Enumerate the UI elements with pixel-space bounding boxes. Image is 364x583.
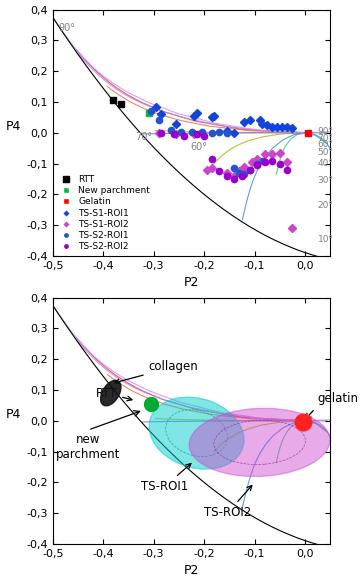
Text: 60°: 60° <box>191 142 207 152</box>
Text: 20°: 20° <box>318 201 333 210</box>
Text: collagen: collagen <box>115 360 198 384</box>
Text: 50°: 50° <box>318 148 334 157</box>
Legend: RTT, New parchment, Gelatin, TS-S1-ROI1, TS-S1-ROI2, TS-S2-ROI1, TS-S2-ROI2: RTT, New parchment, Gelatin, TS-S1-ROI1,… <box>57 175 150 251</box>
Y-axis label: P4: P4 <box>6 120 21 133</box>
Ellipse shape <box>189 408 330 476</box>
Text: TS-ROI1: TS-ROI1 <box>141 463 191 493</box>
X-axis label: P2: P2 <box>184 564 199 577</box>
Text: 90°: 90° <box>318 127 334 136</box>
X-axis label: P2: P2 <box>184 276 199 289</box>
Y-axis label: P4: P4 <box>6 408 21 421</box>
Text: 60°: 60° <box>318 140 334 149</box>
Text: 10°: 10° <box>318 234 334 244</box>
Text: TS-ROI2: TS-ROI2 <box>204 486 252 519</box>
Text: RTT: RTT <box>96 387 132 401</box>
Text: new
parchment: new parchment <box>56 433 120 461</box>
Text: 70°: 70° <box>135 132 152 142</box>
Text: 30°: 30° <box>318 176 334 185</box>
Text: 40°: 40° <box>318 159 333 168</box>
Ellipse shape <box>100 380 121 406</box>
Ellipse shape <box>149 397 244 469</box>
Text: gelatin: gelatin <box>318 392 359 405</box>
Text: 70°: 70° <box>318 134 334 143</box>
Text: 90°: 90° <box>59 23 76 33</box>
